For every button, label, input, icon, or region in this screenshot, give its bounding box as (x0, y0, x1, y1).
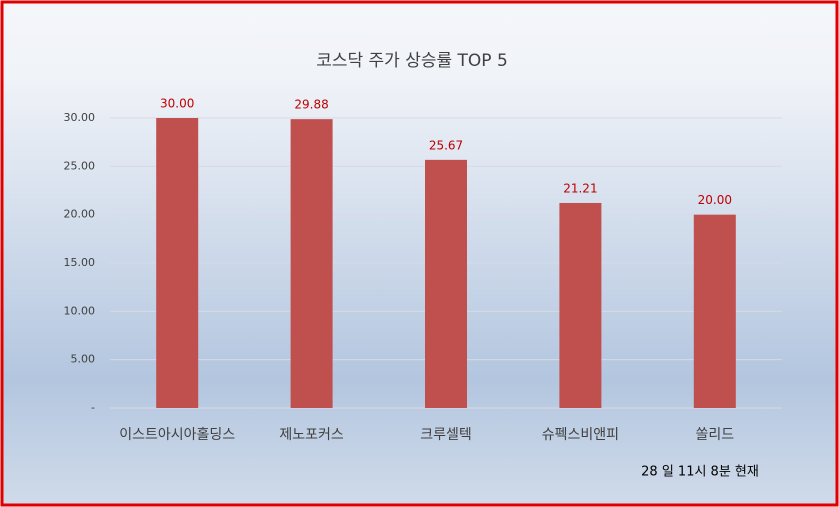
x-tick-label: 크루셀텍 (420, 427, 472, 443)
x-tick-label: 쏠리드 (695, 427, 734, 443)
value-label: 30.00 (160, 97, 194, 111)
value-label: 29.88 (294, 98, 328, 112)
y-tick-label: 15.00 (64, 256, 96, 269)
value-label: 20.00 (698, 193, 732, 207)
y-tick-label: 25.00 (64, 159, 96, 172)
x-tick-label: 슈펙스비앤피 (542, 427, 619, 443)
x-tick-label: 이스트아시아홀딩스 (119, 427, 235, 443)
bar (559, 202, 602, 408)
annotation: 28 일 11시 8분 현재 (641, 465, 759, 480)
value-label: 21.21 (563, 181, 597, 195)
bar (156, 118, 199, 408)
x-tick-label: 제노포커스 (279, 427, 344, 443)
y-tick-label: 20.00 (64, 208, 96, 221)
y-tick-label: - (91, 401, 95, 414)
value-label: 25.67 (429, 138, 463, 152)
chart-title: 코스닥 주가 상승률 TOP 5 (316, 51, 508, 71)
y-tick-label: 30.00 (64, 111, 96, 124)
bar (425, 159, 467, 408)
bar (290, 119, 333, 408)
bar (693, 214, 736, 408)
y-tick-label: 5.00 (71, 353, 96, 366)
y-tick-label: 10.00 (64, 304, 96, 317)
